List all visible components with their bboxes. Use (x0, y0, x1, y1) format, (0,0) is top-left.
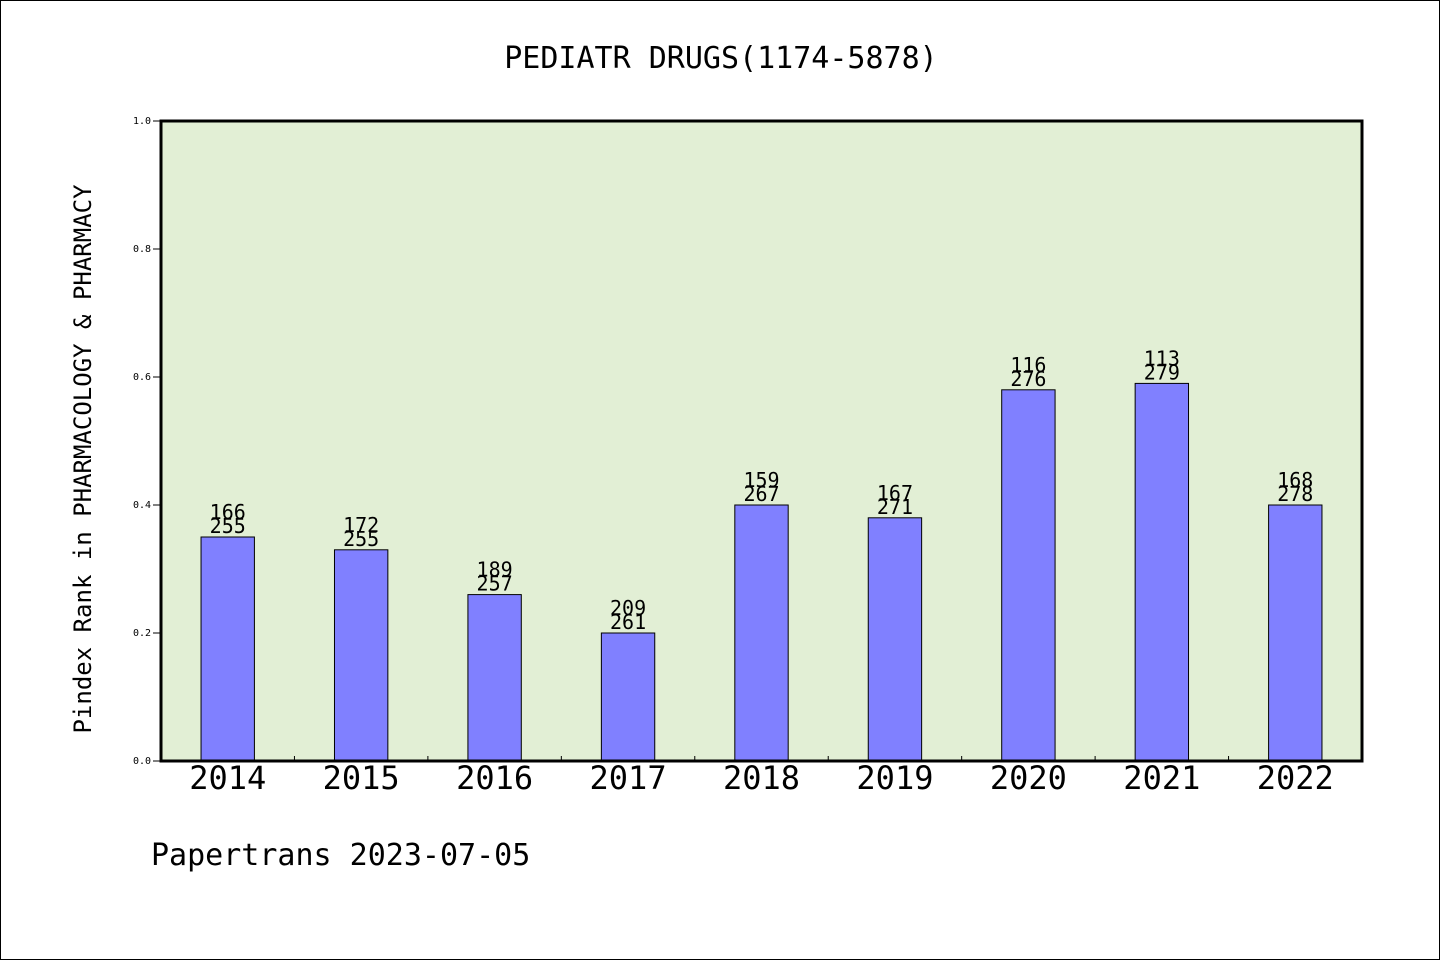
bar-label-bottom: 257 (477, 572, 513, 596)
bar-label-top: 167 (877, 481, 913, 505)
bar-2019 (867, 517, 923, 762)
y-axis-label: Pindex Rank in PHARMACOLOGY & PHARMACY (69, 184, 97, 734)
bar-label-bottom: 276 (1010, 367, 1046, 391)
x-tick-label: 2019 (856, 759, 933, 797)
chart-title: PEDIATR DRUGS(1174-5878) (504, 41, 937, 76)
bar-label-bottom: 255 (343, 527, 379, 551)
bar-label-top: 159 (743, 468, 779, 492)
bar-2022 (1268, 504, 1323, 762)
bar-2014 (200, 536, 255, 762)
bar-2018 (734, 504, 789, 762)
bar-label-top: 113 (1144, 346, 1180, 370)
bar-label-top: 172 (343, 513, 379, 537)
x-axis: 2014 2015 2016 2017 2018 2019 2020 2021 2022 (189, 756, 1334, 797)
bar-2017 (600, 632, 656, 762)
x-tick-label: 2021 (1123, 759, 1200, 797)
bar-label-top: 166 (210, 500, 246, 524)
bar-label-top: 189 (477, 558, 513, 582)
bar-label-bottom: 278 (1277, 482, 1313, 506)
y-tick-label: 0.6 (133, 372, 151, 383)
bar-label-top: 209 (610, 596, 646, 620)
bar-label-top: 116 (1010, 353, 1046, 377)
bar-label-bottom: 279 (1144, 360, 1180, 384)
bar-label-top: 168 (1277, 468, 1313, 492)
x-tick-label: 2016 (456, 759, 533, 797)
x-tick-label: 2022 (1257, 759, 1334, 797)
x-tick-label: 2018 (723, 759, 800, 797)
bar-2015 (333, 549, 389, 762)
x-tick-label: 2020 (990, 759, 1067, 797)
x-tick-label: 2015 (323, 759, 400, 797)
bar-label-bottom: 271 (877, 495, 913, 519)
y-axis: 0.0 0.2 0.4 0.6 0.8 1.0 (133, 116, 161, 767)
bar-2021 (1134, 382, 1190, 762)
x-tick-label: 2017 (590, 759, 667, 797)
footer-credit: Papertrans 2023-07-05 (151, 838, 530, 873)
y-tick-label: 0.8 (133, 244, 151, 255)
bar-2016 (467, 594, 522, 762)
bar-series (200, 382, 1323, 762)
bar-label-bottom: 267 (743, 482, 779, 506)
plot-border (159, 119, 1364, 763)
x-tick-label: 2014 (189, 759, 266, 797)
bar-label-bottom: 261 (610, 610, 646, 634)
y-tick-label: 0.0 (133, 756, 151, 767)
y-tick-label: 1.0 (133, 116, 151, 127)
bar-2020 (1001, 389, 1056, 762)
bar-label-bottom: 255 (210, 514, 246, 538)
y-tick-label: 0.2 (133, 628, 151, 639)
y-tick-label: 0.4 (133, 500, 151, 511)
